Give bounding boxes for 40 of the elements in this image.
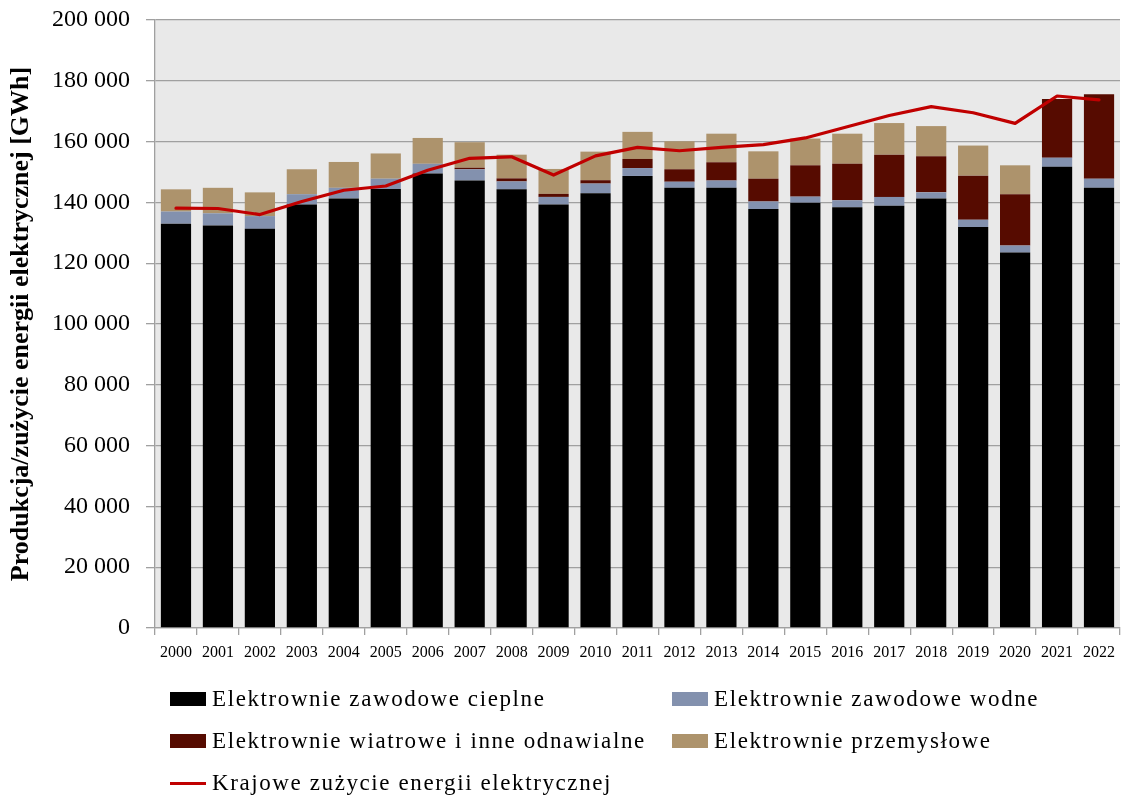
x-tick-label: 2007 <box>453 642 486 660</box>
y-tick-label: 200 000 <box>52 5 130 32</box>
y-tick-label: 180 000 <box>52 66 130 93</box>
x-tick-label: 2008 <box>495 642 528 660</box>
y-tick-label: 100 000 <box>52 309 130 336</box>
x-tick-label: 2017 <box>873 642 906 660</box>
y-tick-label: 60 000 <box>64 430 130 457</box>
x-tick-label: 2015 <box>789 642 822 660</box>
x-tick-label: 2003 <box>285 642 318 660</box>
x-tick-label: 2019 <box>957 642 990 660</box>
x-tick-label: 2014 <box>747 642 780 660</box>
x-tick-label: 2010 <box>579 642 612 660</box>
x-tick-label: 2004 <box>327 642 360 660</box>
x-tick-label: 2009 <box>537 642 570 660</box>
legend-label: Elektrownie zawodowe wodne <box>714 686 1040 712</box>
legend-label: Elektrownie przemysłowe <box>714 728 992 754</box>
x-tick-label: 2018 <box>915 642 948 660</box>
x-tick-label: 2005 <box>369 642 402 660</box>
x-tick-label: 2022 <box>1083 642 1116 660</box>
x-tick-label: 2013 <box>705 642 738 660</box>
y-tick-label: 120 000 <box>52 248 130 275</box>
y-tick-label: 140 000 <box>52 187 130 214</box>
y-tick-label: 160 000 <box>52 126 130 153</box>
x-tick-label: 2016 <box>831 642 864 660</box>
x-tick-label: 2012 <box>663 642 696 660</box>
legend-label: Elektrownie zawodowe cieplne <box>212 686 546 712</box>
x-tick-label: 2020 <box>999 642 1032 660</box>
y-tick-label: 80 000 <box>64 370 130 397</box>
x-tick-label: 2000 <box>159 642 192 660</box>
x-tick-label: 2006 <box>411 642 444 660</box>
legend-label: Elektrownie wiatrowe i inne odnawialne <box>212 728 646 754</box>
x-tick-label: 2011 <box>621 642 654 660</box>
x-tick-label: 2021 <box>1041 642 1074 660</box>
y-tick-label: 40 000 <box>64 491 130 518</box>
x-tick-label: 2001 <box>201 642 234 660</box>
y-tick-label: 20 000 <box>64 552 130 579</box>
legend-label: Krajowe zużycie energii elektrycznej <box>212 770 613 796</box>
y-tick-label: 0 <box>118 613 130 640</box>
y-axis-title: Produkcja/zużycie energii elektrycznej [GWh] <box>5 66 35 582</box>
x-tick-label: 2002 <box>243 642 276 660</box>
